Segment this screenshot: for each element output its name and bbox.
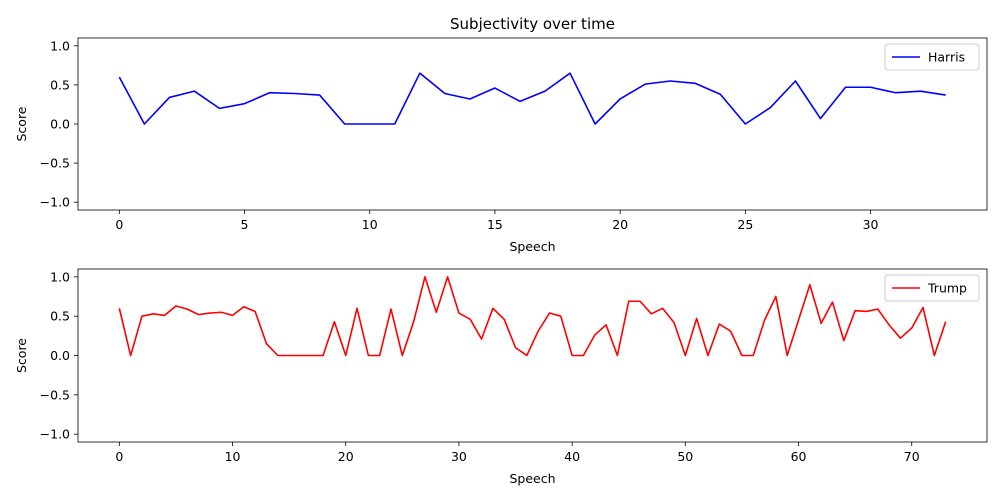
chart-panel-1: Subjectivity over time 0 5 10 15 20 25 30 −1.0 −0… — [14, 15, 988, 254]
y-axis-label: Score — [14, 338, 29, 373]
plot-frame — [77, 37, 988, 211]
y-tick-label: 1.0 — [50, 38, 70, 53]
x-tick-label: 10 — [362, 217, 378, 232]
x-tick-label: 30 — [863, 217, 879, 232]
x-tick-label: 50 — [677, 449, 693, 464]
x-tick-label: 0 — [115, 217, 123, 232]
plot-frame — [77, 268, 988, 443]
x-tick-label: 15 — [487, 217, 503, 232]
y-tick-label: 0.0 — [50, 117, 70, 132]
legend-box — [884, 43, 980, 71]
y-tick-label: 0.0 — [50, 348, 70, 363]
y-tick-label: −0.5 — [40, 387, 70, 402]
chart-panel-2: 0 10 20 30 40 50 60 70 −1.0 −0.5 0.0 0.5 1.0 Speech Sc… — [14, 268, 988, 486]
y-tick-label: 0.5 — [50, 77, 70, 92]
chart-title: Subjectivity over time — [450, 15, 615, 33]
x-tick-label: 20 — [338, 449, 354, 464]
y-tick-label: 0.5 — [50, 309, 70, 324]
x-tick-label: 60 — [791, 449, 807, 464]
series-line-trump — [118, 276, 947, 357]
y-axis-label: Score — [14, 106, 29, 141]
series-line-harris — [118, 72, 946, 125]
legend-label: Harris — [928, 50, 965, 65]
x-tick-label: 70 — [904, 449, 920, 464]
y-tick-label: −1.0 — [40, 195, 70, 210]
x-tick-label: 5 — [241, 217, 249, 232]
y-tick-label: 1.0 — [50, 269, 70, 284]
y-tick-label: −1.0 — [40, 427, 70, 442]
x-axis-label: Speech — [509, 239, 555, 254]
legend-label: Trump — [927, 281, 967, 296]
y-tick-label: −0.5 — [40, 156, 70, 171]
legend: Harris — [884, 43, 980, 71]
x-tick-label: 30 — [451, 449, 467, 464]
legend: Trump — [884, 274, 980, 302]
x-tick-label: 20 — [612, 217, 628, 232]
x-tick-label: 40 — [564, 449, 580, 464]
x-tick-label: 10 — [225, 449, 241, 464]
x-axis-label: Speech — [509, 471, 555, 486]
x-tick-label: 0 — [115, 449, 123, 464]
legend-box — [884, 274, 980, 302]
x-tick-label: 25 — [737, 217, 753, 232]
